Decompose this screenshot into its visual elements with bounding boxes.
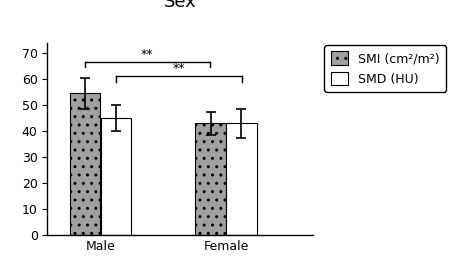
Text: **: ** [173, 62, 185, 75]
Legend: SMI (cm²/m²), SMD (HU): SMI (cm²/m²), SMD (HU) [324, 45, 446, 92]
Text: **: ** [141, 48, 154, 61]
Bar [70, 93, 100, 235]
Title: Sex: Sex [164, 0, 197, 11]
Bar [226, 123, 256, 235]
Bar [195, 123, 226, 235]
Bar [101, 118, 131, 235]
